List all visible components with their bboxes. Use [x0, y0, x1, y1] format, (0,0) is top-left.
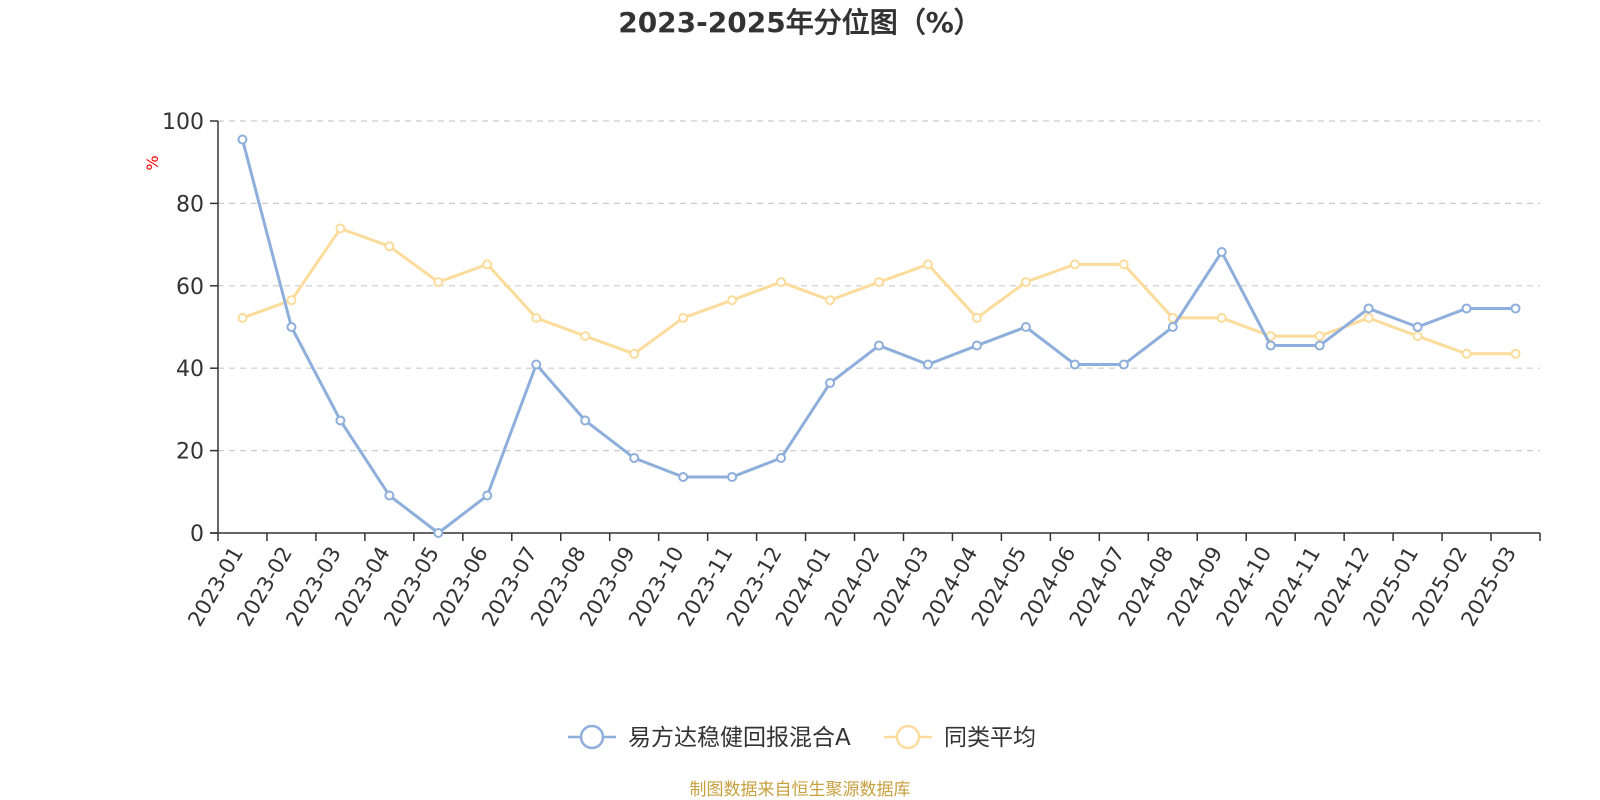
data-point[interactable]	[874, 340, 884, 351]
data-point[interactable]	[922, 259, 933, 270]
legend: 易方达稳健回报混合A 同类平均	[568, 724, 1036, 751]
data-point[interactable]	[1118, 359, 1129, 370]
data-point[interactable]	[531, 312, 542, 323]
y-axis-label: %	[143, 155, 162, 170]
y-tick-label: 40	[176, 357, 204, 382]
data-point[interactable]	[1314, 340, 1325, 351]
legend-label: 同类平均	[944, 725, 1036, 751]
data-point[interactable]	[629, 348, 640, 359]
data-point[interactable]	[1069, 359, 1080, 370]
legend-marker	[579, 724, 605, 750]
data-point[interactable]	[1020, 322, 1031, 332]
data-point[interactable]	[1118, 259, 1129, 270]
data-point[interactable]	[237, 312, 248, 323]
data-point[interactable]	[1412, 331, 1423, 342]
data-point[interactable]	[825, 378, 836, 389]
data-point[interactable]	[1363, 303, 1374, 314]
data-point[interactable]	[922, 359, 933, 370]
data-point[interactable]	[1363, 312, 1374, 323]
data-point[interactable]	[237, 134, 248, 145]
legend-item[interactable]: 易方达稳健回报混合A	[568, 724, 851, 751]
data-point[interactable]	[1314, 331, 1325, 342]
y-tick-label: 100	[162, 110, 204, 135]
data-point[interactable]	[874, 277, 884, 288]
data-point[interactable]	[433, 277, 444, 288]
data-point[interactable]	[286, 322, 297, 332]
source-note: 制图数据来自恒生聚源数据库	[690, 780, 911, 800]
data-point[interactable]	[335, 223, 346, 234]
series-group	[237, 134, 1521, 538]
data-point[interactable]	[1265, 340, 1276, 351]
data-point[interactable]	[1461, 348, 1472, 359]
data-point[interactable]	[384, 241, 395, 252]
data-point[interactable]	[335, 415, 346, 426]
data-point[interactable]	[1167, 312, 1178, 323]
data-point[interactable]	[629, 453, 640, 464]
data-point[interactable]	[580, 331, 591, 342]
series-line	[241, 227, 1516, 356]
y-tick-label: 0	[190, 522, 204, 547]
data-point[interactable]	[971, 312, 982, 323]
y-tick-label: 20	[176, 440, 204, 465]
legend-label: 易方达稳健回报混合A	[628, 725, 851, 751]
y-tick-label: 80	[176, 192, 204, 217]
data-point[interactable]	[384, 490, 395, 501]
legend-item[interactable]: 同类平均	[884, 724, 1036, 751]
data-point[interactable]	[776, 277, 787, 288]
data-point[interactable]	[482, 259, 493, 270]
data-point[interactable]	[1412, 322, 1423, 332]
series	[237, 134, 1521, 538]
data-point[interactable]	[1510, 303, 1521, 314]
data-point[interactable]	[727, 471, 738, 482]
data-point[interactable]	[825, 295, 836, 306]
data-point[interactable]	[727, 295, 738, 306]
data-point[interactable]	[776, 453, 787, 464]
data-point[interactable]	[1216, 312, 1227, 323]
data-point[interactable]	[1020, 277, 1031, 288]
data-point[interactable]	[971, 340, 982, 351]
y-tick-label: 60	[176, 275, 204, 300]
data-point[interactable]	[678, 312, 689, 323]
series-group	[237, 223, 1521, 359]
legend-marker	[895, 724, 921, 750]
data-point[interactable]	[1510, 348, 1521, 359]
data-point[interactable]	[678, 471, 689, 482]
data-point[interactable]	[1461, 303, 1472, 314]
data-point[interactable]	[580, 415, 591, 426]
data-point[interactable]	[1216, 247, 1227, 258]
data-point[interactable]	[531, 359, 542, 370]
data-point[interactable]	[1069, 259, 1080, 270]
axes: 0204060801002023-012023-022023-032023-04…	[162, 110, 1541, 630]
data-point[interactable]	[433, 528, 444, 538]
data-point[interactable]	[1167, 322, 1178, 332]
data-point[interactable]	[482, 490, 493, 501]
chart-title: 2023-2025年分位图（%）	[618, 6, 982, 39]
data-point[interactable]	[286, 295, 297, 306]
